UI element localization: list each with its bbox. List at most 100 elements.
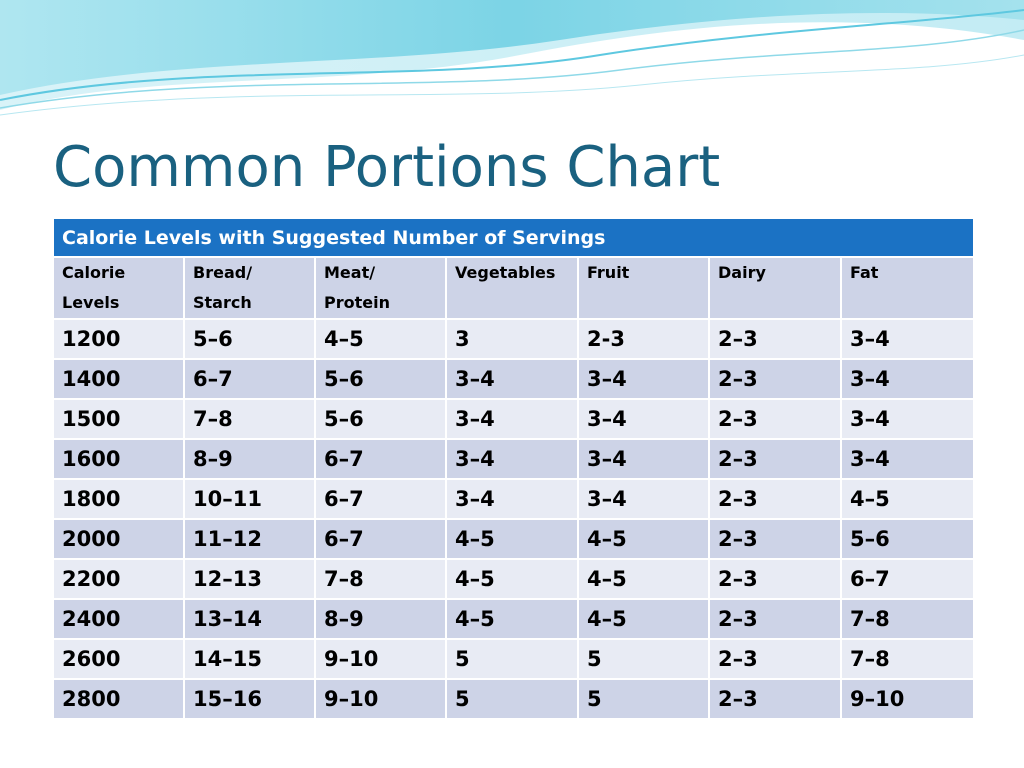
column-header: Meat/Protein: [314, 256, 447, 320]
table-cell: 6–7: [839, 558, 976, 600]
table-cell: 7–8: [183, 398, 316, 440]
table-row: 2400 13–14 8–9 4–5 4–5 2–3 7–8: [52, 598, 976, 640]
wave-layer-front: [0, 0, 1024, 95]
table-caption: Calorie Levels with Suggested Number of …: [51, 217, 976, 258]
table-cell: 2-3: [577, 318, 710, 360]
wave-line-2: [0, 29, 1024, 109]
table-cell: 14–15: [183, 638, 316, 680]
column-header-line: Levels: [62, 293, 120, 312]
table-row: 1600 8–9 6–7 3–4 3–4 2–3 3–4: [52, 438, 976, 480]
table-cell: 5: [577, 638, 710, 680]
column-header-line: Calorie: [62, 263, 126, 282]
column-header: Vegetables: [445, 256, 579, 320]
column-header-row: Calorie Levels Bread/Starch Meat/Protein Veg…: [52, 256, 976, 320]
table-cell: 2600: [52, 638, 185, 680]
table-cell: 5: [577, 678, 710, 720]
table-cell: 7–8: [839, 598, 976, 640]
column-header-line: Vegetables: [455, 263, 556, 282]
table-cell: 8–9: [183, 438, 316, 480]
table-cell: 8–9: [314, 598, 447, 640]
table-cell: 1600: [52, 438, 185, 480]
table-row: 2000 11–12 6–7 4–5 4–5 2–3 5–6: [52, 518, 976, 560]
table-cell: 10–11: [183, 478, 316, 520]
column-header-line: Bread/: [193, 263, 253, 282]
table-row: 2600 14–15 9–10 5 5 2–3 7–8: [52, 638, 976, 680]
table-cell: 2–3: [708, 318, 842, 360]
table-cell: 3: [445, 318, 579, 360]
table-cell: 9–10: [839, 678, 976, 720]
table-cell: 6–7: [314, 478, 447, 520]
table-cell: 5–6: [183, 318, 316, 360]
table-row: 2800 15–16 9–10 5 5 2–3 9–10: [52, 678, 976, 720]
table-cell: 3–4: [839, 438, 976, 480]
column-header: Bread/Starch: [183, 256, 316, 320]
table-body: 1200 5–6 4–5 3 2-3 2–3 3–4 1400 6–7 5–6 3–4 3–4 2–3 3…: [52, 318, 976, 720]
table-cell: 5: [445, 678, 579, 720]
table-cell: 15–16: [183, 678, 316, 720]
table-cell: 4–5: [577, 598, 710, 640]
table-cell: 3–4: [445, 478, 579, 520]
table-cell: 2200: [52, 558, 185, 600]
decorative-wave-banner: [0, 0, 1024, 116]
table-row: 1800 10–11 6–7 3–4 3–4 2–3 4–5: [52, 478, 976, 520]
table-row: 1200 5–6 4–5 3 2-3 2–3 3–4: [52, 318, 976, 360]
column-header-line: Protein: [324, 293, 390, 312]
table-cell: 2–3: [708, 358, 842, 400]
portions-table: Calorie Levels with Suggested Number of …: [51, 217, 976, 720]
column-header: Fat: [839, 256, 976, 320]
table-cell: 1500: [52, 398, 185, 440]
table-cell: 6–7: [314, 518, 447, 560]
table-cell: 11–12: [183, 518, 316, 560]
table-cell: 2800: [52, 678, 185, 720]
table-cell: 3–4: [839, 358, 976, 400]
table-cell: 9–10: [314, 678, 447, 720]
table-cell: 2–3: [708, 638, 842, 680]
table-row: 1500 7–8 5–6 3–4 3–4 2–3 3–4: [52, 398, 976, 440]
table-cell: 7–8: [314, 558, 447, 600]
table-cell: 2–3: [708, 678, 842, 720]
table-cell: 5: [445, 638, 579, 680]
column-header-line: Meat/: [324, 263, 376, 282]
table-cell: 1400: [52, 358, 185, 400]
table-cell: 12–13: [183, 558, 316, 600]
table-cell: 1200: [52, 318, 185, 360]
table-cell: 2–3: [708, 558, 842, 600]
table-cell: 3–4: [577, 438, 710, 480]
slide-title: Common Portions Chart: [53, 135, 721, 200]
table-cell: 13–14: [183, 598, 316, 640]
table-cell: 2400: [52, 598, 185, 640]
table-cell: 3–4: [577, 358, 710, 400]
table-cell: 4–5: [577, 518, 710, 560]
table-cell: 2–3: [708, 598, 842, 640]
column-header-line: Fat: [850, 263, 879, 282]
wave-line-1: [0, 9, 1024, 101]
table-cell: 3–4: [577, 398, 710, 440]
wave-line-3: [0, 54, 1024, 116]
column-header: Calorie Levels: [52, 256, 185, 320]
table-caption-row: Calorie Levels with Suggested Number of …: [51, 217, 976, 258]
table-cell: 6–7: [314, 438, 447, 480]
table-cell: 4–5: [314, 318, 447, 360]
table-cell: 4–5: [577, 558, 710, 600]
table-cell: 3–4: [839, 398, 976, 440]
table-cell: 4–5: [445, 558, 579, 600]
table-cell: 2000: [52, 518, 185, 560]
table-cell: 5–6: [314, 398, 447, 440]
table-cell: 2–3: [708, 478, 842, 520]
table-cell: 2–3: [708, 438, 842, 480]
table-cell: 2–3: [708, 398, 842, 440]
table-row: 1400 6–7 5–6 3–4 3–4 2–3 3–4: [52, 358, 976, 400]
table-cell: 4–5: [839, 478, 976, 520]
table-cell: 3–4: [445, 358, 579, 400]
table-cell: 2–3: [708, 518, 842, 560]
table-cell: 3–4: [839, 318, 976, 360]
table-cell: 1800: [52, 478, 185, 520]
table-cell: 4–5: [445, 518, 579, 560]
table-cell: 3–4: [577, 478, 710, 520]
table-cell: 4–5: [445, 598, 579, 640]
table-row: 2200 12–13 7–8 4–5 4–5 2–3 6–7: [52, 558, 976, 600]
table-cell: 7–8: [839, 638, 976, 680]
column-header-line: Dairy: [718, 263, 766, 282]
table-cell: 9–10: [314, 638, 447, 680]
column-header-line: Fruit: [587, 263, 630, 282]
